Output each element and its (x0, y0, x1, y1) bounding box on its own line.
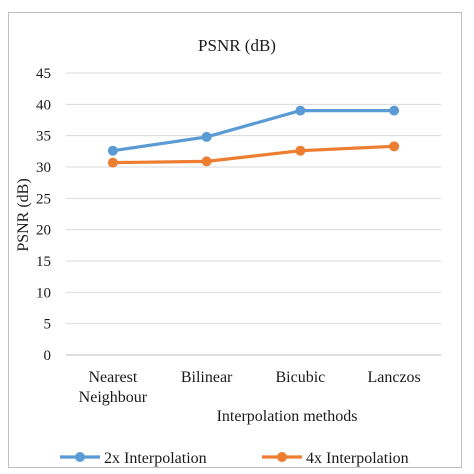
series-line-2 (112, 144, 395, 165)
y-tick-label: 20 (36, 223, 51, 239)
series-group (107, 105, 400, 168)
chart-frame (8, 12, 462, 468)
x-tick-label: Nearest (88, 369, 137, 386)
y-tick-label: 25 (36, 191, 51, 207)
series-2-point (389, 141, 400, 152)
y-tick-label: 15 (36, 254, 51, 270)
x-tick-label: Bilinear (181, 369, 233, 386)
y-tick-label: 35 (36, 129, 51, 145)
legend-marker-2 (277, 452, 287, 462)
series-2-point (201, 156, 212, 167)
x-tick-label: Lanczos (367, 369, 420, 386)
chart-title: PSNR (dB) (198, 36, 276, 55)
x-tick-label: Bicubic (275, 369, 325, 386)
y-tick-label: 45 (36, 66, 51, 82)
y-tick-label: 30 (36, 160, 51, 176)
series-1-point (295, 105, 306, 116)
x-tick-label: Neighbour (79, 389, 148, 406)
series-2-point (295, 145, 306, 156)
legend-label-1: 2x Interpolation (104, 450, 207, 467)
gridlines (66, 72, 441, 356)
y-tick-labels: 0 5 10 15 20 25 30 35 40 45 (36, 66, 51, 364)
series-line-1 (112, 108, 395, 153)
legend-label-2: 4x Interpolation (306, 450, 409, 467)
y-tick-label: 10 (36, 285, 51, 301)
legend-marker-1 (75, 452, 85, 462)
y-tick-label: 5 (44, 317, 52, 333)
x-axis-label: Interpolation methods (217, 408, 358, 425)
y-tick-label: 0 (44, 348, 52, 364)
series-1-point (107, 145, 118, 156)
x-tick-labels: Nearest Neighbour Bilinear Bicubic Lanczos (79, 369, 421, 406)
y-tick-label: 40 (36, 97, 51, 113)
legend: 2x Interpolation 4x Interpolation (60, 450, 409, 467)
series-1-point (389, 105, 400, 116)
series-2-point (107, 157, 118, 168)
y-axis-label: PSNR (dB) (15, 178, 32, 251)
series-1-point (201, 131, 212, 142)
